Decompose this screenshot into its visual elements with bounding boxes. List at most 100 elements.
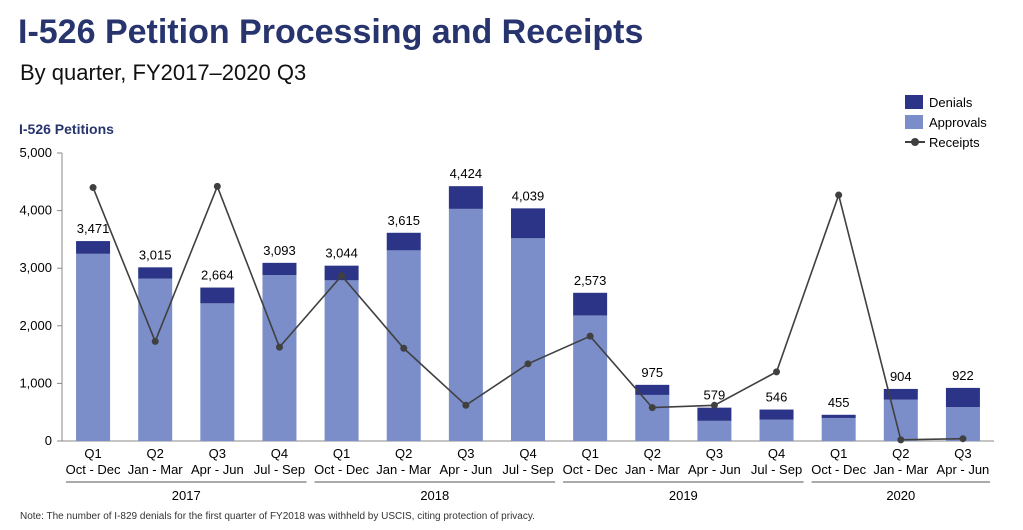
- legend-swatch-receipts: [905, 135, 925, 149]
- legend-label-approvals: Approvals: [929, 114, 987, 130]
- bar-denials: [821, 414, 856, 418]
- x-tick-quarter: Q2: [147, 446, 164, 461]
- x-tick-quarter: Q4: [768, 446, 785, 461]
- y-tick-label: 4,000: [19, 203, 52, 218]
- x-tick-quarter: Q4: [519, 446, 536, 461]
- receipts-point: [275, 343, 283, 351]
- x-tick-quarter: Q3: [457, 446, 474, 461]
- x-tick-months: Apr - Jun: [937, 462, 990, 477]
- total-label: 975: [641, 365, 663, 380]
- x-tick-quarter: Q3: [706, 446, 723, 461]
- year-label: 2019: [669, 488, 698, 503]
- bar-approvals: [262, 275, 297, 441]
- x-tick-months: Apr - Jun: [688, 462, 741, 477]
- bar-approvals: [76, 253, 111, 441]
- receipts-point: [835, 191, 843, 199]
- legend-item-approvals: Approvals: [905, 112, 987, 132]
- x-tick-months: Apr - Jun: [191, 462, 244, 477]
- legend-label-denials: Denials: [929, 94, 973, 110]
- year-label: 2020: [886, 488, 915, 503]
- bar-denials: [386, 232, 421, 251]
- total-label: 2,664: [201, 268, 234, 283]
- y-tick-label: 0: [45, 433, 52, 448]
- receipts-point: [648, 404, 656, 412]
- total-label: 455: [828, 395, 850, 410]
- receipts-point: [400, 344, 408, 352]
- x-tick-months: Apr - Jun: [439, 462, 492, 477]
- receipts-point: [89, 184, 97, 192]
- receipts-point: [151, 337, 159, 345]
- footnote: Note: The number of I-829 denials for th…: [20, 511, 535, 522]
- bar-denials: [635, 384, 670, 395]
- x-tick-months: Jan - Mar: [128, 462, 184, 477]
- x-tick-quarter: Q2: [892, 446, 909, 461]
- total-label: 4,424: [450, 166, 483, 181]
- year-label: 2017: [172, 488, 201, 503]
- bar-denials: [448, 186, 483, 209]
- bar-denials: [697, 407, 732, 421]
- receipts-point: [462, 401, 470, 409]
- total-label: 3,471: [77, 221, 110, 236]
- legend-swatch-approvals: [905, 115, 923, 129]
- receipts-point: [897, 436, 905, 444]
- receipts-point: [586, 332, 594, 340]
- x-tick-months: Jul - Sep: [751, 462, 802, 477]
- bar-approvals: [635, 394, 670, 441]
- x-tick-months: Oct - Dec: [66, 462, 121, 477]
- total-label: 922: [952, 368, 974, 383]
- receipts-point: [213, 182, 221, 190]
- bar-approvals: [511, 238, 545, 441]
- bar-denials: [200, 287, 235, 304]
- bar-approvals: [821, 417, 856, 441]
- year-label: 2018: [420, 488, 449, 503]
- receipts-point: [710, 401, 718, 409]
- bar-denials: [262, 262, 297, 276]
- bar-approvals: [759, 419, 794, 441]
- bar-approvals: [697, 420, 732, 441]
- x-tick-months: Jan - Mar: [873, 462, 929, 477]
- legend-item-denials: Denials: [905, 92, 987, 112]
- bar-approvals: [200, 303, 235, 441]
- legend-swatch-denials: [905, 95, 923, 109]
- receipts-point: [524, 360, 532, 368]
- total-label: 3,044: [325, 246, 358, 261]
- x-tick-quarter: Q1: [830, 446, 847, 461]
- total-label: 579: [704, 388, 726, 403]
- chart-subtitle: By quarter, FY2017–2020 Q3: [20, 60, 307, 85]
- x-tick-months: Jan - Mar: [625, 462, 681, 477]
- bar-approvals: [138, 278, 173, 441]
- total-label: 546: [766, 390, 788, 405]
- total-label: 3,615: [387, 213, 420, 228]
- y-axis-title: I-526 Petitions: [19, 121, 114, 137]
- y-tick-label: 1,000: [19, 375, 52, 390]
- y-tick-label: 2,000: [19, 318, 52, 333]
- x-tick-quarter: Q3: [954, 446, 971, 461]
- bar-denials: [573, 292, 608, 316]
- legend: Denials Approvals Receipts: [905, 92, 987, 152]
- total-label: 4,039: [512, 188, 545, 203]
- legend-item-receipts: Receipts: [905, 132, 987, 152]
- bar-denials: [945, 387, 980, 408]
- bar-denials: [759, 409, 794, 420]
- bar-approvals: [324, 280, 359, 441]
- x-tick-quarter: Q2: [644, 446, 661, 461]
- x-tick-quarter: Q1: [581, 446, 598, 461]
- x-tick-quarter: Q1: [333, 446, 350, 461]
- total-label: 3,093: [263, 243, 296, 258]
- bar-approvals: [883, 399, 918, 441]
- x-tick-months: Oct - Dec: [811, 462, 866, 477]
- x-tick-months: Jul - Sep: [502, 462, 553, 477]
- bar-denials: [138, 267, 173, 279]
- total-label: 2,573: [574, 273, 607, 288]
- bar-denials: [883, 388, 918, 400]
- chart-title: I-526 Petition Processing and Receipts: [18, 13, 644, 51]
- bar-denials: [511, 208, 545, 239]
- receipts-point: [338, 272, 346, 280]
- y-tick-label: 3,000: [19, 260, 52, 275]
- x-tick-months: Jul - Sep: [254, 462, 305, 477]
- x-tick-quarter: Q4: [271, 446, 288, 461]
- x-tick-quarter: Q3: [209, 446, 226, 461]
- legend-label-receipts: Receipts: [929, 134, 980, 150]
- x-tick-quarter: Q1: [84, 446, 101, 461]
- receipts-point: [959, 435, 967, 443]
